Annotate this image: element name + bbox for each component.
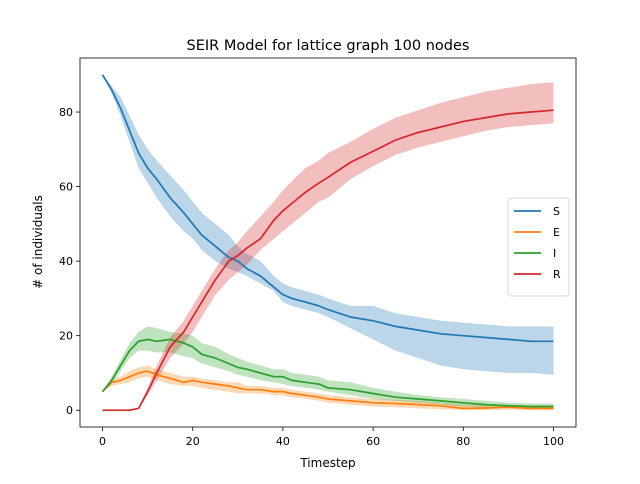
y-tick-label: 20 bbox=[59, 330, 73, 343]
chart-title: SEIR Model for lattice graph 100 nodes bbox=[187, 38, 470, 54]
y-axis-ticks: 0 20 40 60 80 bbox=[59, 106, 80, 417]
line-i bbox=[101, 338, 554, 408]
x-tick-label: 80 bbox=[456, 435, 470, 448]
y-tick-label: 0 bbox=[66, 404, 73, 417]
x-tick-label: 0 bbox=[99, 435, 106, 448]
line-e bbox=[101, 370, 554, 410]
line-r bbox=[102, 109, 554, 412]
series-lines bbox=[101, 74, 554, 412]
y-axis-label: # of individuals bbox=[31, 195, 45, 289]
x-tick-label: 20 bbox=[186, 435, 200, 448]
y-tick-label: 80 bbox=[59, 106, 73, 119]
legend-label-e: E bbox=[553, 226, 560, 239]
x-tick-label: 40 bbox=[276, 435, 290, 448]
band-i bbox=[102, 326, 554, 409]
x-tick-label: 100 bbox=[543, 435, 564, 448]
legend-label-i: I bbox=[553, 247, 556, 260]
x-axis-label: Timestep bbox=[299, 456, 355, 470]
x-axis-ticks: 0 20 40 60 80 100 bbox=[99, 427, 564, 448]
y-tick-label: 60 bbox=[59, 181, 73, 194]
line-s bbox=[101, 74, 554, 343]
legend-label-s: S bbox=[553, 205, 560, 218]
x-tick-label: 60 bbox=[366, 435, 380, 448]
legend-box bbox=[507, 197, 570, 297]
confidence-bands bbox=[102, 74, 554, 411]
plot-frame bbox=[79, 57, 577, 428]
legend: SEIR bbox=[507, 197, 570, 297]
band-r bbox=[102, 82, 554, 411]
legend-label-r: R bbox=[553, 268, 561, 281]
y-tick-label: 40 bbox=[59, 255, 73, 268]
